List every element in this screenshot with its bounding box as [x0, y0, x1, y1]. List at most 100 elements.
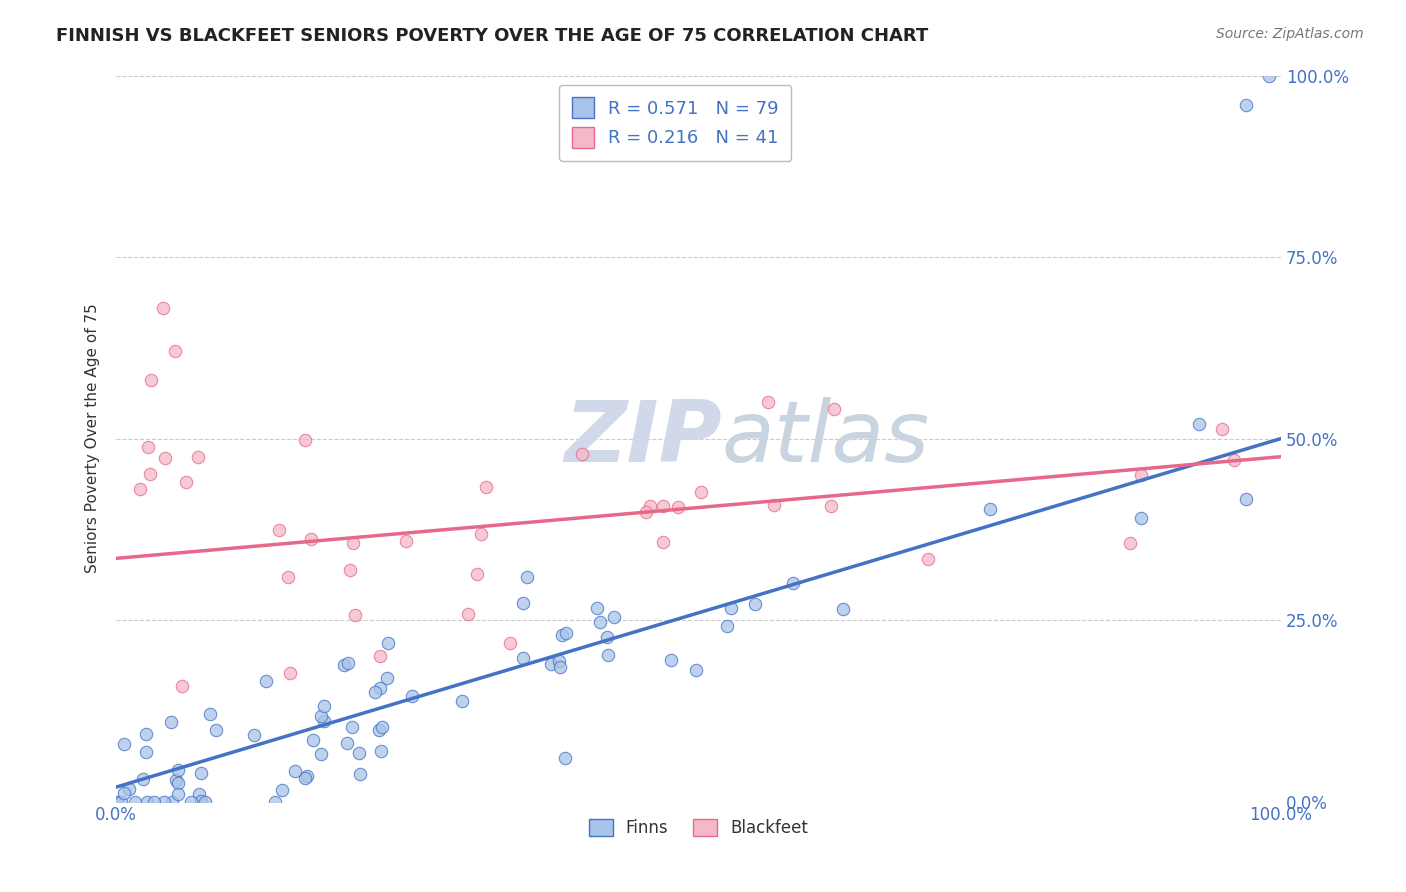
Point [375, 671, 398, 685]
Point [278, 666, 301, 681]
Point [172, 679, 194, 693]
Point [450, 694, 472, 708]
Point [1130, 511, 1153, 525]
Point [820, 499, 842, 513]
Point [512, 596, 534, 610]
Point [589, 615, 612, 629]
Point [554, 751, 576, 765]
Point [204, 723, 226, 737]
Point [155, 450, 177, 465]
Point [1234, 492, 1257, 507]
Point [470, 527, 492, 541]
Point [342, 536, 364, 550]
Point [603, 610, 626, 624]
Point [540, 657, 562, 671]
Text: ZIP: ZIP [564, 397, 721, 480]
Point [167, 763, 190, 777]
Point [1119, 536, 1142, 550]
Point [194, 795, 217, 809]
Point [269, 523, 291, 537]
Point [585, 601, 607, 615]
Point [167, 776, 190, 790]
Point [823, 402, 845, 417]
Point [141, 374, 163, 388]
Point [107, 795, 129, 809]
Point [124, 795, 146, 809]
Point [165, 773, 187, 788]
Point [457, 607, 479, 621]
Point [349, 766, 371, 780]
Point [309, 747, 332, 761]
Point [377, 636, 399, 650]
Text: atlas: atlas [721, 397, 929, 480]
Point [243, 729, 266, 743]
Point [554, 626, 576, 640]
Point [187, 450, 209, 465]
Point [314, 714, 336, 728]
Point [720, 601, 742, 615]
Point [465, 566, 488, 581]
Point [112, 737, 135, 751]
Point [294, 433, 316, 447]
Point [190, 765, 212, 780]
Point [187, 787, 209, 801]
Point [152, 301, 174, 315]
Point [128, 483, 150, 497]
Point [299, 532, 322, 546]
Point [547, 654, 569, 668]
Legend: Finns, Blackfeet: Finns, Blackfeet [582, 813, 814, 844]
Point [370, 681, 392, 695]
Point [636, 505, 658, 519]
Point [135, 745, 157, 759]
Point [166, 787, 188, 801]
Point [1234, 97, 1257, 112]
Point [638, 499, 661, 513]
Point [368, 649, 391, 664]
Point [651, 535, 673, 549]
Point [370, 720, 392, 734]
Point [498, 636, 520, 650]
Point [401, 689, 423, 703]
Point [136, 440, 159, 454]
Point [332, 658, 354, 673]
Point [174, 475, 197, 489]
Point [474, 480, 496, 494]
Point [301, 733, 323, 747]
Point [163, 344, 186, 359]
Point [314, 699, 336, 714]
Point [112, 786, 135, 800]
Point [153, 795, 176, 809]
Point [180, 795, 202, 809]
Point [349, 746, 371, 760]
Point [110, 795, 132, 809]
Point [340, 720, 363, 734]
Point [309, 709, 332, 723]
Point [659, 652, 682, 666]
Point [160, 715, 183, 730]
Point [336, 736, 359, 750]
Point [264, 795, 287, 809]
Point [832, 601, 855, 615]
Point [516, 569, 538, 583]
Point [295, 769, 318, 783]
Text: FINNISH VS BLACKFEET SENIORS POVERTY OVER THE AGE OF 75 CORRELATION CHART: FINNISH VS BLACKFEET SENIORS POVERTY OVE… [56, 27, 928, 45]
Point [689, 485, 711, 500]
Point [744, 597, 766, 611]
Point [135, 726, 157, 740]
Point [139, 467, 162, 481]
Text: Source: ZipAtlas.com: Source: ZipAtlas.com [1216, 27, 1364, 41]
Point [254, 674, 277, 689]
Point [118, 782, 141, 797]
Point [917, 552, 939, 566]
Point [294, 771, 316, 785]
Point [758, 395, 780, 409]
Point [1188, 417, 1211, 431]
Point [190, 794, 212, 808]
Y-axis label: Seniors Poverty Over the Age of 75: Seniors Poverty Over the Age of 75 [86, 303, 100, 574]
Point [160, 795, 183, 809]
Point [1211, 422, 1233, 436]
Point [512, 651, 534, 665]
Point [551, 628, 574, 642]
Point [368, 723, 391, 737]
Point [336, 656, 359, 670]
